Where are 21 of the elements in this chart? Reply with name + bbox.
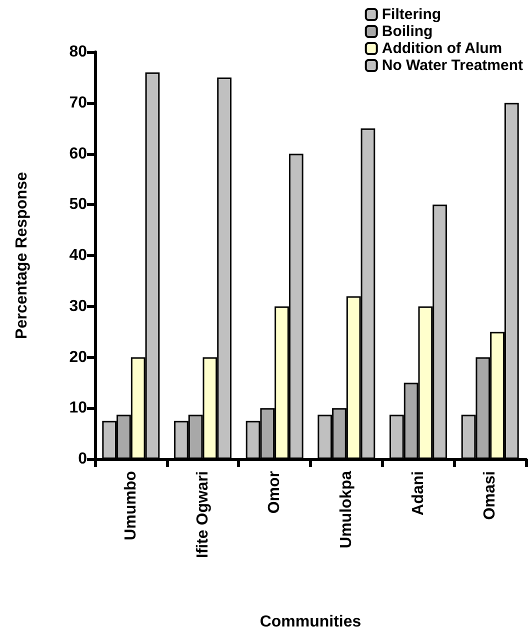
y-tick-label: 10 <box>69 400 88 417</box>
x-tick-label: Omor <box>266 471 284 514</box>
x-tick-label: Ifite Ogwari <box>194 471 212 558</box>
y-tick-label: 20 <box>69 348 88 366</box>
x-tick-label: Omasi <box>482 471 499 520</box>
legend-label: Addition of Alum <box>382 40 502 57</box>
x-axis-title: Communities <box>260 614 362 630</box>
legend-label: Boiling <box>382 23 433 40</box>
y-tick-label: 30 <box>69 298 88 315</box>
x-tick-label: Adani <box>410 471 427 516</box>
y-axis-title: Percentage Response <box>14 172 30 340</box>
legend-label: Filtering <box>382 6 442 23</box>
y-tick-label: 50 <box>69 196 88 214</box>
y-tick-label: 0 <box>78 450 88 468</box>
y-tick-label: 80 <box>69 44 88 60</box>
y-tick-label: 60 <box>69 145 88 162</box>
x-tick-label: Umulokpa <box>338 470 355 548</box>
y-tick-label: 40 <box>69 247 88 264</box>
x-tick-label: Umumbo <box>122 470 140 540</box>
y-tick-label: 70 <box>69 94 88 112</box>
legend-label: No Water Treatment <box>382 57 524 74</box>
